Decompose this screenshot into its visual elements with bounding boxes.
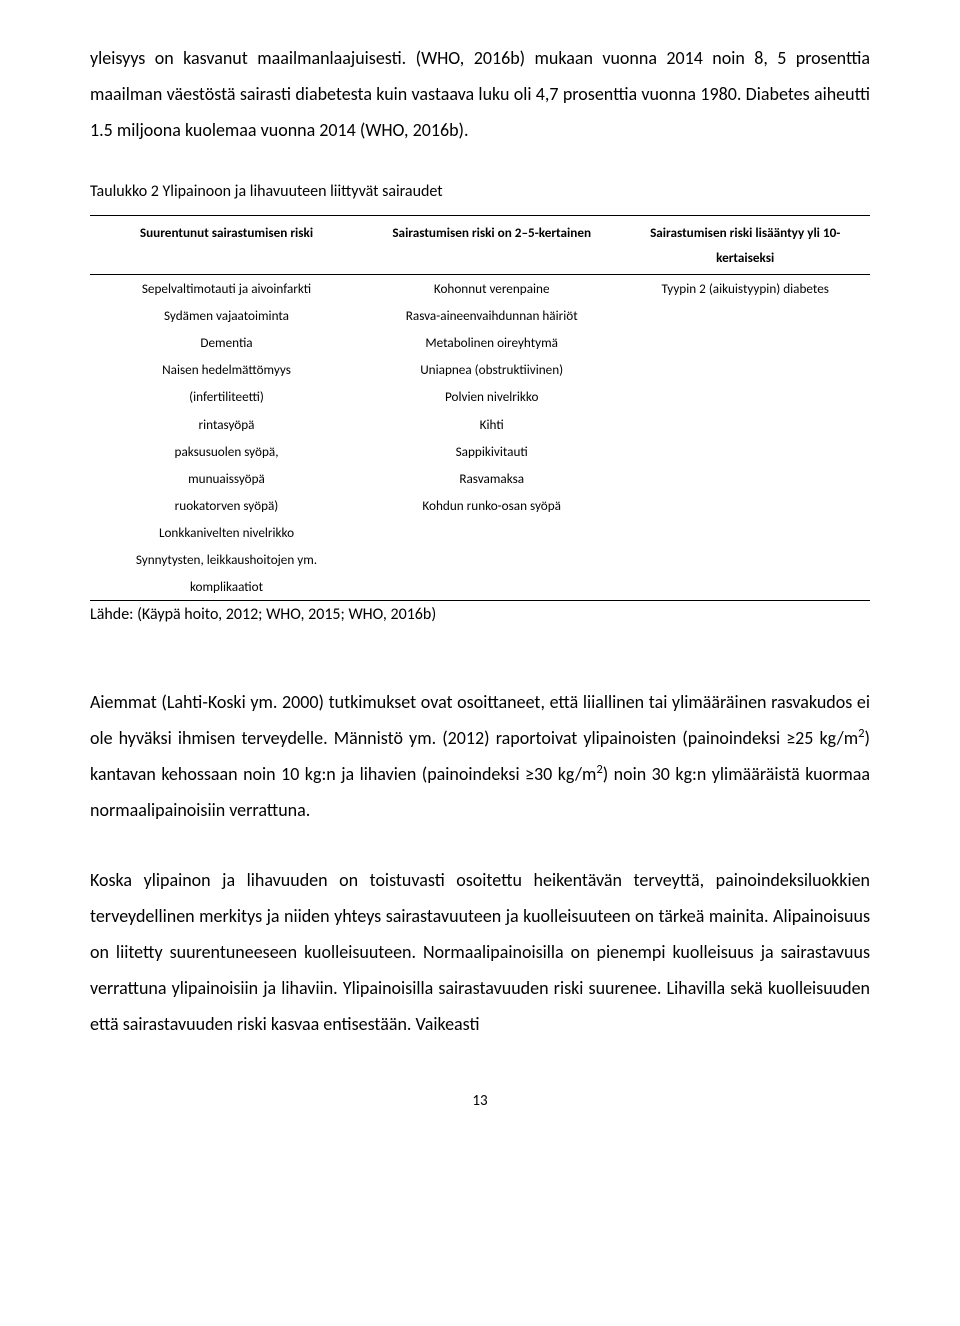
table-cell: [363, 546, 620, 573]
table-cell: (infertiliteetti): [90, 383, 363, 410]
table-cell: Tyypin 2 (aikuistyypin) diabetes: [620, 275, 870, 303]
table-cell: Polvien nivelrikko: [363, 383, 620, 410]
table-cell: Kohdun runko-osan syöpä: [363, 492, 620, 519]
table-header-2: Sairastumisen riski on 2–5-kertainen: [363, 216, 620, 275]
table-cell: Lonkkanivelten nivelrikko: [90, 519, 363, 546]
diseases-table: Suurentunut sairastumisen riski Sairastu…: [90, 215, 870, 601]
table-cell: Sepelvaltimotauti ja aivoinfarkti: [90, 275, 363, 303]
table-cell: Metabolinen oireyhtymä: [363, 329, 620, 356]
table-source: Lähde: (Käypä hoito, 2012; WHO, 2015; WH…: [90, 605, 870, 624]
page-number: 13: [90, 1092, 870, 1110]
table-cell: paksusuolen syöpä,: [90, 438, 363, 465]
table-cell: [620, 438, 870, 465]
table-cell: Kohonnut verenpaine: [363, 275, 620, 303]
table-cell: [363, 573, 620, 601]
para2-part1: Aiemmat (Lahti-Koski ym. 2000) tutkimuks…: [90, 691, 870, 749]
table-cell: rintasyöpä: [90, 411, 363, 438]
table-caption: Taulukko 2 Ylipainoon ja lihavuuteen lii…: [90, 182, 870, 201]
table-cell: Uniapnea (obstruktiivinen): [363, 356, 620, 383]
paragraph-1: yleisyys on kasvanut maailmanlaajuisesti…: [90, 40, 870, 148]
table-cell: [620, 356, 870, 383]
table-cell: [620, 383, 870, 410]
table-cell: [620, 411, 870, 438]
table-cell: [620, 465, 870, 492]
table-cell: Synnytysten, leikkaushoitojen ym.: [90, 546, 363, 573]
table-cell: [620, 302, 870, 329]
table-cell: [620, 492, 870, 519]
table-header-1: Suurentunut sairastumisen riski: [90, 216, 363, 275]
table-cell: [620, 329, 870, 356]
table-cell: Naisen hedelmättömyys: [90, 356, 363, 383]
table-cell: Kihti: [363, 411, 620, 438]
table-cell: komplikaatiot: [90, 573, 363, 601]
table-cell: [620, 519, 870, 546]
table-cell: ruokatorven syöpä): [90, 492, 363, 519]
table-cell: Sydämen vajaatoiminta: [90, 302, 363, 329]
table-cell: [620, 573, 870, 601]
table-cell: [363, 519, 620, 546]
table-cell: Dementia: [90, 329, 363, 356]
paragraph-3: Koska ylipainon ja lihavuuden on toistuv…: [90, 862, 870, 1042]
table-header-3: Sairastumisen riski lisääntyy yli 10-ker…: [620, 216, 870, 275]
paragraph-2: Aiemmat (Lahti-Koski ym. 2000) tutkimuks…: [90, 684, 870, 828]
table-cell: Rasva-aineenvaihdunnan häiriöt: [363, 302, 620, 329]
table-cell: munuaissyöpä: [90, 465, 363, 492]
table-cell: [620, 546, 870, 573]
table-cell: Rasvamaksa: [363, 465, 620, 492]
table-cell: Sappikivitauti: [363, 438, 620, 465]
